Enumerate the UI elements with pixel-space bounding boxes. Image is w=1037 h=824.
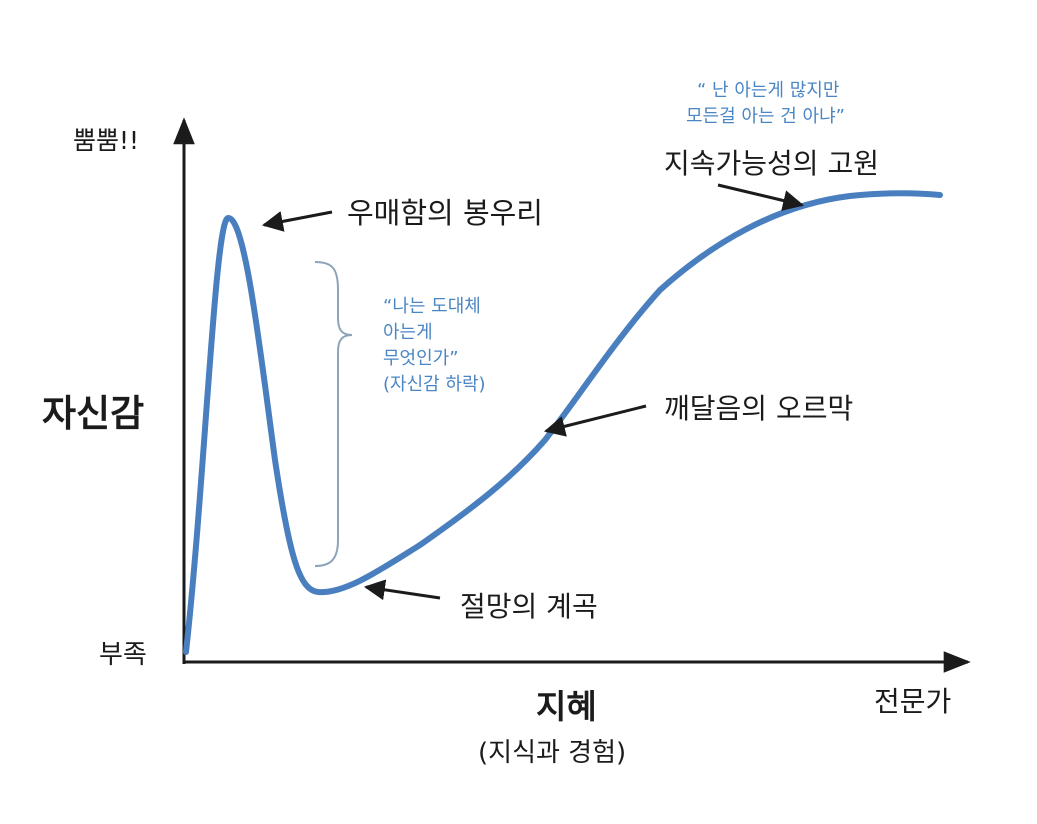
- x-axis-title: 지혜: [536, 687, 597, 726]
- y-axis-title: 자신감: [42, 392, 145, 435]
- expert-quote-line1: “ 난 아는게 많지만: [697, 80, 840, 101]
- peak-label: 우매함의 봉우리: [347, 196, 543, 230]
- peak-arrow: [261, 210, 333, 232]
- expert-quote-line2: 모든걸 아는 건 아냐”: [686, 106, 845, 127]
- y-axis-bottom-label: 부족: [99, 640, 147, 670]
- slope-label: 깨달음의 오르막: [664, 392, 854, 425]
- confidence-drop-brace: [314, 261, 353, 567]
- y-axis-top-label: 뿜뿜!!: [73, 126, 140, 155]
- slope-arrow: [543, 404, 647, 437]
- plateau-arrow: [717, 183, 805, 211]
- drop-quote-line3: 무엇인가”: [383, 348, 459, 369]
- x-axis-subtitle: (지식과 경험): [478, 738, 627, 768]
- drop-quote-line2: 아는게: [383, 322, 433, 343]
- drop-quote-line1: “나는 도대체: [383, 296, 481, 317]
- valley-label: 절망의 계곡: [460, 590, 598, 623]
- confidence-curve: [183, 190, 943, 655]
- plateau-label: 지속가능성의 고원: [664, 147, 879, 180]
- valley-arrow: [363, 579, 441, 601]
- drop-quote-line4: (자신감 하락): [383, 374, 486, 395]
- x-axis-right-label: 전문가: [874, 685, 952, 718]
